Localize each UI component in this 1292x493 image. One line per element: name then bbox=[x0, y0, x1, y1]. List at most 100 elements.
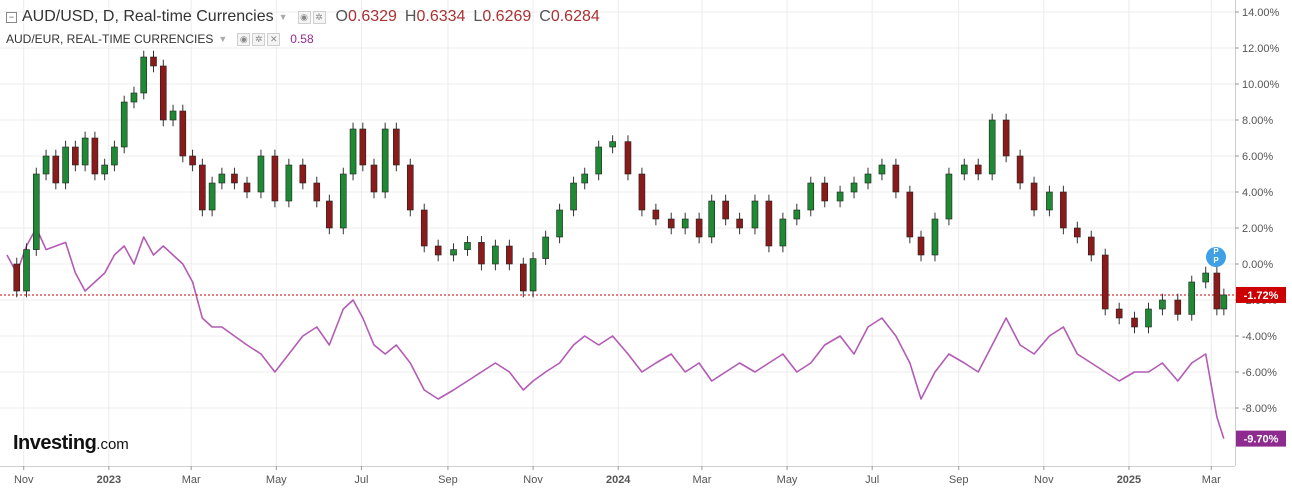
candle-body bbox=[1159, 299, 1166, 310]
candle-body bbox=[72, 146, 79, 166]
candle-body bbox=[370, 164, 378, 193]
aud-usd-last-badge: -1.72% bbox=[1244, 290, 1279, 302]
candle-body bbox=[1115, 308, 1123, 319]
candle-body bbox=[1174, 299, 1182, 315]
candle-body bbox=[492, 245, 499, 265]
candle-body bbox=[1030, 182, 1038, 211]
candle-body bbox=[751, 200, 759, 229]
x-tick-label: 2025 bbox=[1117, 474, 1141, 486]
x-tick-label: May bbox=[777, 474, 798, 486]
candle-body bbox=[1145, 308, 1152, 328]
candle-body bbox=[257, 155, 265, 193]
x-tick-label: Nov bbox=[523, 474, 543, 486]
candle-body bbox=[708, 200, 715, 238]
settings-icon[interactable]: ✲ bbox=[252, 32, 266, 46]
close-value: 0.6284 bbox=[550, 8, 600, 25]
candle-body bbox=[652, 209, 660, 220]
candle-body bbox=[1220, 294, 1228, 310]
candle-body bbox=[945, 173, 953, 220]
candle-body bbox=[285, 164, 293, 202]
investing-logo: Investing.com bbox=[13, 432, 129, 455]
low-value: 0.6269 bbox=[482, 8, 532, 25]
open-value: 0.6329 bbox=[347, 8, 397, 25]
candle-body bbox=[91, 137, 99, 175]
y-tick-label: 0.00% bbox=[1242, 259, 1273, 271]
visibility-icon[interactable]: ◉ bbox=[237, 32, 251, 46]
candle-body bbox=[850, 182, 858, 193]
candle-body bbox=[32, 173, 40, 250]
x-tick-label: Mar bbox=[692, 474, 711, 486]
compare-symbol-label[interactable]: AUD/EUR, REAL-TIME CURRENCIES bbox=[6, 32, 214, 46]
candle-body bbox=[381, 128, 389, 193]
candle-body bbox=[736, 218, 743, 229]
x-tick-label: Jul bbox=[354, 474, 368, 486]
x-tick-label: Nov bbox=[1034, 474, 1054, 486]
candle-body bbox=[836, 191, 844, 202]
logo-suffix-text: .com bbox=[96, 436, 129, 453]
main-legend: − AUD/USD, D, Real-time Currencies ▼ ◉ ✲… bbox=[6, 8, 600, 26]
y-tick-label: 2.00% bbox=[1242, 223, 1273, 235]
y-tick-label: 4.00% bbox=[1242, 187, 1273, 199]
candle-body bbox=[988, 119, 996, 175]
x-tick-label: Sep bbox=[438, 474, 458, 486]
candle-body bbox=[208, 182, 216, 211]
collapse-icon[interactable]: − bbox=[6, 11, 17, 23]
candle-body bbox=[520, 263, 527, 292]
x-tick-label: Sep bbox=[949, 474, 969, 486]
candle-body bbox=[960, 164, 968, 175]
candle-body bbox=[199, 164, 206, 211]
y-tick-label: 10.00% bbox=[1242, 79, 1280, 91]
candle-body bbox=[1074, 227, 1081, 238]
candle-body bbox=[1002, 119, 1010, 157]
candle-body bbox=[179, 110, 187, 157]
candle-body bbox=[556, 209, 563, 238]
visibility-icon[interactable]: ◉ bbox=[297, 10, 311, 24]
candle-body bbox=[595, 146, 602, 175]
candle-body bbox=[464, 242, 471, 250]
candle-body bbox=[23, 249, 30, 292]
x-tick-label: Mar bbox=[182, 474, 201, 486]
candle-body bbox=[393, 128, 400, 166]
candle-body bbox=[326, 200, 333, 229]
candle-body bbox=[140, 56, 148, 94]
candle-body bbox=[581, 173, 589, 184]
y-tick-label: -6.00% bbox=[1242, 367, 1277, 379]
candle-body bbox=[1087, 236, 1095, 256]
candle-body bbox=[81, 137, 89, 166]
logo-main-text: Investing bbox=[13, 432, 97, 454]
close-icon[interactable]: ✕ bbox=[267, 32, 281, 46]
chevron-down-icon[interactable]: ▼ bbox=[278, 12, 288, 22]
aud-eur-line bbox=[6, 227, 1225, 439]
chevron-down-icon[interactable]: ▼ bbox=[218, 34, 228, 44]
aud-eur-series bbox=[6, 227, 1225, 439]
candle-body bbox=[695, 218, 703, 238]
pp-marker-circle[interactable] bbox=[1206, 247, 1226, 267]
candle-body bbox=[150, 56, 157, 67]
main-symbol-label[interactable]: AUD/USD, D, Real-time Currencies bbox=[22, 8, 274, 25]
candle-body bbox=[218, 173, 226, 184]
candle-body bbox=[892, 164, 900, 193]
candle-body bbox=[243, 182, 251, 193]
x-tick-label: Jul bbox=[865, 474, 879, 486]
candle-body bbox=[917, 236, 925, 256]
candle-body bbox=[807, 182, 815, 211]
pp-marker[interactable]: P P bbox=[1206, 247, 1226, 267]
candle-body bbox=[821, 182, 829, 202]
y-tick-label: 8.00% bbox=[1242, 115, 1273, 127]
candle-body bbox=[231, 173, 238, 184]
settings-icon[interactable]: ✲ bbox=[312, 10, 326, 24]
candle-body bbox=[62, 146, 69, 184]
aud-usd-last-badge-bg bbox=[1236, 286, 1286, 303]
candle-body bbox=[1213, 272, 1221, 310]
candle-body bbox=[1131, 317, 1138, 328]
candle-body bbox=[189, 155, 196, 166]
candle-body bbox=[779, 218, 787, 247]
candle-body bbox=[765, 200, 773, 247]
grid bbox=[0, 0, 1235, 466]
candle-body bbox=[349, 128, 357, 175]
candle-body bbox=[722, 200, 729, 220]
aud-eur-last-badge: -9.70% bbox=[1244, 434, 1279, 446]
candle-body bbox=[299, 164, 307, 184]
candle-body bbox=[420, 209, 428, 247]
high-key: H bbox=[404, 8, 417, 25]
